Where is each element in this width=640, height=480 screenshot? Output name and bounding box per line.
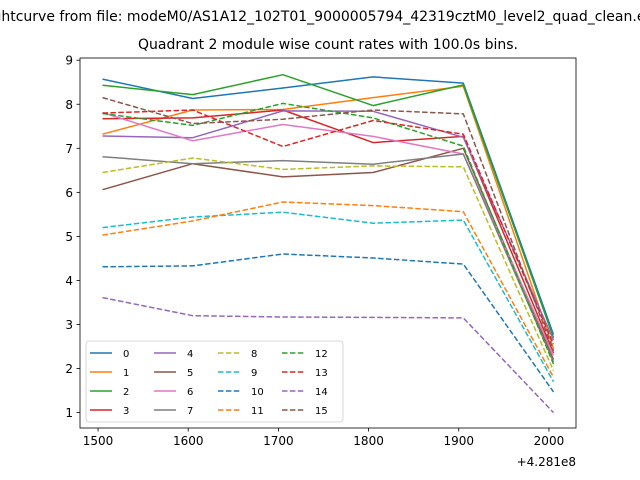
series-line-5 [102, 147, 555, 360]
series-line-9 [102, 211, 555, 383]
series-line-15 [102, 96, 555, 352]
legend-label-12: 12 [315, 349, 328, 360]
plot-frame [79, 57, 577, 429]
legend-label-5: 5 [187, 368, 193, 379]
legend-label-7: 7 [187, 406, 193, 417]
legend-label-3: 3 [123, 406, 129, 417]
legend-label-0: 0 [123, 349, 129, 360]
legend-label-11: 11 [251, 406, 264, 417]
legend-label-4: 4 [187, 349, 193, 360]
series-layer [102, 73, 555, 414]
y-tick-label: 4 [65, 274, 73, 288]
series-line-1 [102, 85, 555, 349]
legend-label-15: 15 [315, 406, 328, 417]
chart-title: Quadrant 2 module wise count rates with … [138, 37, 518, 53]
y-tick-label: 8 [65, 98, 73, 112]
legend-frame [85, 340, 344, 423]
legend-label-2: 2 [123, 387, 129, 398]
legend-label-13: 13 [315, 368, 328, 379]
legend-label-14: 14 [315, 387, 328, 398]
y-tick-label: 2 [65, 362, 73, 376]
x-tick-label: 1900 [443, 434, 474, 448]
y-tick-label: 5 [65, 230, 73, 244]
series-line-14 [102, 296, 555, 414]
figure-suptitle: Lightcurve from file: modeM0/AS1A12_102T… [0, 9, 640, 25]
x-offset-label: +4.281e8 [517, 455, 576, 469]
series-line-12 [102, 102, 555, 365]
legend-label-6: 6 [187, 387, 193, 398]
y-tick-label: 3 [65, 318, 73, 332]
series-line-11 [102, 201, 555, 378]
x-tick-label: 1500 [83, 434, 114, 448]
y-tick-label: 7 [65, 142, 73, 156]
series-line-7 [102, 153, 555, 363]
series-line-13 [102, 109, 555, 345]
x-tick-label: 2000 [534, 434, 565, 448]
y-tick-label: 9 [65, 54, 73, 68]
x-tick-label: 1700 [263, 434, 294, 448]
legend-label-1: 1 [123, 368, 129, 379]
legend-label-10: 10 [251, 387, 264, 398]
y-tick-label: 1 [65, 406, 73, 420]
x-tick-label: 1600 [173, 434, 204, 448]
x-tick-label: 1800 [353, 434, 384, 448]
legend-label-9: 9 [251, 368, 257, 379]
legend-label-8: 8 [251, 349, 257, 360]
series-line-8 [102, 157, 555, 372]
series-line-10 [102, 253, 555, 393]
y-tick-label: 6 [65, 186, 73, 200]
series-line-2 [102, 73, 555, 338]
